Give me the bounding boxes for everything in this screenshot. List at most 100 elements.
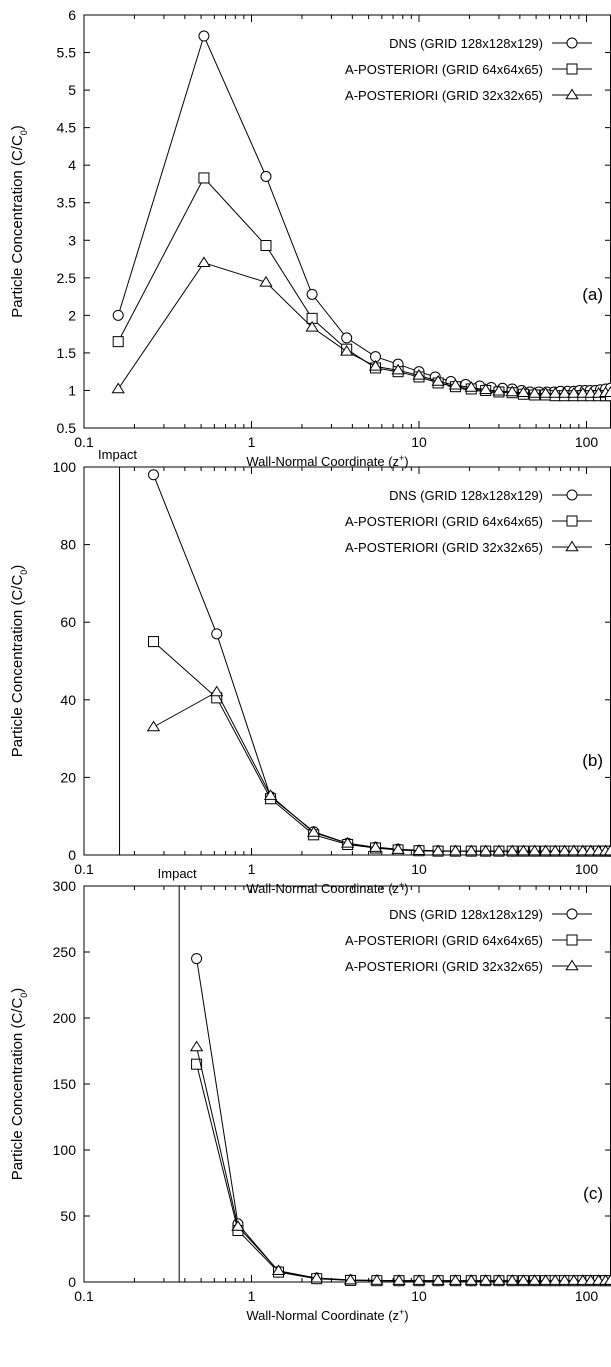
data-point-circle xyxy=(260,170,272,182)
panel-label: (c) xyxy=(583,1184,603,1203)
data-point-triangle xyxy=(310,1271,324,1283)
legend-marker-triangle xyxy=(565,540,579,552)
y-tick-label: 200 xyxy=(53,1010,77,1026)
y-axis-title: Particle Concentration (C/C0) xyxy=(9,565,29,758)
y-tick-label: 0.5 xyxy=(57,420,77,436)
data-point-square xyxy=(260,240,272,252)
data-point-triangle xyxy=(557,387,572,398)
x-tick-label: 1 xyxy=(248,434,256,450)
y-tick-label: 80 xyxy=(60,537,76,553)
data-point-triangle xyxy=(464,844,478,856)
data-point-triangle xyxy=(576,844,590,856)
data-point-triangle xyxy=(448,1274,463,1285)
y-tick-label: 0 xyxy=(68,847,76,863)
legend-marker-square xyxy=(566,934,578,946)
x-tick-label: 100 xyxy=(575,861,599,877)
x-tick-label: 10 xyxy=(411,1288,427,1304)
data-point-triangle xyxy=(391,843,405,854)
data-point-triangle xyxy=(271,1264,286,1276)
series-line-circle xyxy=(196,958,611,1282)
data-point-triangle xyxy=(370,1274,384,1285)
data-point-triangle xyxy=(505,844,519,856)
y-tick-label: 4.5 xyxy=(57,120,77,136)
data-point-triangle xyxy=(343,1273,358,1285)
y-tick-label: 2.5 xyxy=(57,270,77,286)
data-point-circle xyxy=(191,953,203,965)
data-point-triangle xyxy=(368,359,383,371)
data-point-triangle xyxy=(431,374,445,386)
data-point-triangle xyxy=(548,844,562,856)
y-tick-label: 60 xyxy=(60,614,76,630)
series-line-triangle xyxy=(117,262,611,394)
legend-entry-label: DNS (GRID 128x128x129) xyxy=(389,907,543,922)
y-tick-label: 100 xyxy=(53,1142,77,1158)
x-tick-label: 10 xyxy=(411,861,427,877)
data-point-triangle xyxy=(538,1274,553,1285)
data-point-triangle xyxy=(479,383,493,394)
data-point-triangle xyxy=(189,1040,204,1052)
series-line-triangle xyxy=(153,691,611,852)
data-point-triangle xyxy=(516,386,531,397)
legend-entry-label: A-POSTERIORI (GRID 64x64x65) xyxy=(345,514,543,529)
series-line-square xyxy=(117,177,611,397)
series-line-triangle xyxy=(196,1046,611,1282)
data-point-triangle xyxy=(576,1274,590,1285)
y-tick-label: 4 xyxy=(68,157,76,173)
x-tick-label: 0.1 xyxy=(74,1288,94,1304)
data-point-square xyxy=(148,636,160,648)
legend-marker-circle xyxy=(566,489,578,501)
data-point-triangle xyxy=(263,789,278,800)
y-tick-label: 6 xyxy=(68,7,76,23)
chart-panel-1: 0.5 1 1.5 2 2.5 3 3.5 4 4.5 5 5.5 6 0.1 1 10 100 Wall-No… xyxy=(9,7,611,469)
data-point-triangle xyxy=(584,844,598,856)
data-point-triangle xyxy=(567,844,581,856)
x-axis-title: Wall-Normal Coordinate (z+) xyxy=(246,453,408,469)
data-point-triangle xyxy=(516,1274,531,1285)
data-point-triangle xyxy=(368,841,383,852)
y-tick-label: 5 xyxy=(68,82,76,98)
x-axis-title: Wall-Normal Coordinate (z+) xyxy=(246,1307,408,1323)
y-axis-title: Particle Concentration (C/C0) xyxy=(9,988,29,1181)
y-tick-label: 300 xyxy=(53,878,77,894)
data-point-circle xyxy=(211,628,223,640)
data-point-triangle xyxy=(557,1274,572,1285)
y-tick-label: 5.5 xyxy=(57,45,77,61)
y-tick-label: 2 xyxy=(68,307,76,323)
data-point-triangle xyxy=(448,844,463,856)
y-tick-label: 1.5 xyxy=(57,345,77,361)
data-point-triangle xyxy=(111,382,125,394)
x-tick-label: 10 xyxy=(411,434,427,450)
data-point-triangle xyxy=(307,826,321,837)
data-point-triangle xyxy=(492,844,506,856)
legend-entry-label: A-POSTERIORI (GRID 32x32x65) xyxy=(345,88,543,103)
chart-panel-2: 0 20 40 60 80 100 0.1 1 10 100 Wall-Normal Coordin… xyxy=(9,447,611,896)
data-point-triangle xyxy=(603,386,611,397)
y-tick-label: 250 xyxy=(53,944,77,960)
data-point-triangle xyxy=(391,363,405,375)
data-point-triangle xyxy=(492,1274,506,1285)
data-point-triangle xyxy=(505,1274,519,1285)
legend-marker-circle xyxy=(566,37,578,49)
x-tick-label: 0.1 xyxy=(74,434,94,450)
panel-label: (b) xyxy=(582,751,603,770)
data-point-triangle xyxy=(464,1274,478,1285)
data-point-triangle xyxy=(584,1274,598,1285)
data-point-triangle xyxy=(146,720,161,732)
data-point-triangle xyxy=(538,387,553,398)
data-point-circle xyxy=(148,469,160,481)
data-point-triangle xyxy=(341,836,355,848)
data-point-triangle xyxy=(340,344,354,356)
y-tick-label: 3.5 xyxy=(57,195,77,211)
y-tick-label: 1 xyxy=(68,382,76,398)
y-tick-label: 50 xyxy=(60,1208,76,1224)
legend-entry-label: DNS (GRID 128x128x129) xyxy=(389,488,543,503)
impact-label: Impact xyxy=(98,447,137,462)
x-axis-title: Wall-Normal Coordinate (z+) xyxy=(246,880,408,896)
legend-marker-square xyxy=(566,515,578,527)
x-tick-label: 100 xyxy=(575,1288,599,1304)
data-point-triangle xyxy=(412,1274,426,1285)
data-point-triangle xyxy=(548,1274,562,1285)
y-tick-label: 0 xyxy=(68,1274,76,1290)
data-point-triangle xyxy=(479,844,493,856)
